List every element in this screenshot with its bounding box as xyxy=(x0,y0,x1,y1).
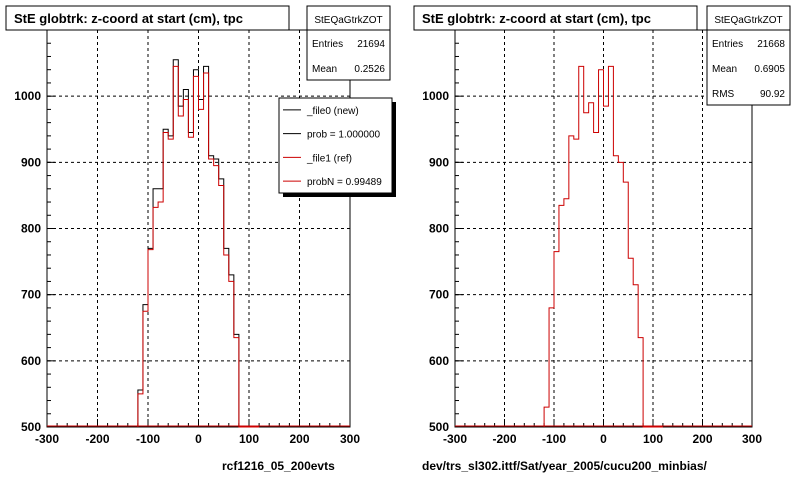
legend-entry: probN = 0.99489 xyxy=(307,177,382,188)
x-tick-label: 300 xyxy=(742,432,762,446)
stats-box xyxy=(306,5,391,81)
x-tick-label: 0 xyxy=(600,432,607,446)
y-tick-label: 500 xyxy=(429,420,449,434)
x-tick-label: 200 xyxy=(692,432,712,446)
x-axis-label: dev/trs_sl302.ittf/Sat/year_2005/cucu200… xyxy=(422,459,707,473)
left-histogram-panel: StE globtrk: z-coord at start (cm), tpc … xyxy=(5,5,396,473)
title-box xyxy=(413,5,698,31)
stats-label: RMS xyxy=(712,89,735,100)
stats-value: 0.2526 xyxy=(354,64,385,75)
x-axis-label: rcf1216_05_200evts xyxy=(222,459,335,473)
stats-value: 21694 xyxy=(357,39,385,50)
y-tick-label: 800 xyxy=(21,222,41,236)
x-tick-label: -100 xyxy=(136,432,160,446)
stats-value: 90.92 xyxy=(760,89,785,100)
stats-label: Entries xyxy=(712,39,743,50)
stats-name: StEQaGtrkZOT xyxy=(314,15,382,26)
stats-label: Mean xyxy=(712,64,737,75)
x-tick-label: 100 xyxy=(643,432,663,446)
y-tick-label: 800 xyxy=(429,222,449,236)
stats-label: Entries xyxy=(312,39,343,50)
legend-entry: _file0 (new) xyxy=(306,106,359,117)
title-box xyxy=(5,5,290,31)
stats-box xyxy=(706,5,791,106)
x-tick-label: -200 xyxy=(85,432,109,446)
y-tick-label: 500 xyxy=(21,420,41,434)
stats-value: 21668 xyxy=(757,39,785,50)
x-tick-label: -200 xyxy=(492,432,516,446)
y-tick-label: 600 xyxy=(21,354,41,368)
right-histogram-panel: StE globtrk: z-coord at start (cm), tpc … xyxy=(413,5,791,473)
legend-box xyxy=(278,97,393,194)
y-tick-label: 700 xyxy=(429,288,449,302)
histogram-series xyxy=(543,65,663,428)
histogram-series xyxy=(137,65,260,428)
y-tick-label: 900 xyxy=(21,155,41,169)
legend-entry: _file1 (ref) xyxy=(306,153,352,164)
x-tick-label: 100 xyxy=(239,432,259,446)
y-tick-label: 600 xyxy=(429,354,449,368)
y-tick-label: 900 xyxy=(429,155,449,169)
x-tick-label: -300 xyxy=(35,432,59,446)
histogram-series xyxy=(137,59,260,428)
stats-name: StEQaGtrkZOT xyxy=(714,15,782,26)
x-tick-label: 200 xyxy=(289,432,309,446)
stats-value: 0.6905 xyxy=(754,64,785,75)
y-tick-label: 700 xyxy=(21,288,41,302)
chart-title: StE globtrk: z-coord at start (cm), tpc xyxy=(422,11,651,26)
stats-label: Mean xyxy=(312,64,337,75)
legend-entry: prob = 1.000000 xyxy=(307,130,381,141)
chart-title: StE globtrk: z-coord at start (cm), tpc xyxy=(14,11,243,26)
y-tick-label: 1000 xyxy=(14,89,41,103)
x-tick-label: -300 xyxy=(443,432,467,446)
x-tick-label: 0 xyxy=(195,432,202,446)
y-tick-label: 1000 xyxy=(422,89,449,103)
x-tick-label: -100 xyxy=(542,432,566,446)
x-tick-label: 300 xyxy=(340,432,360,446)
